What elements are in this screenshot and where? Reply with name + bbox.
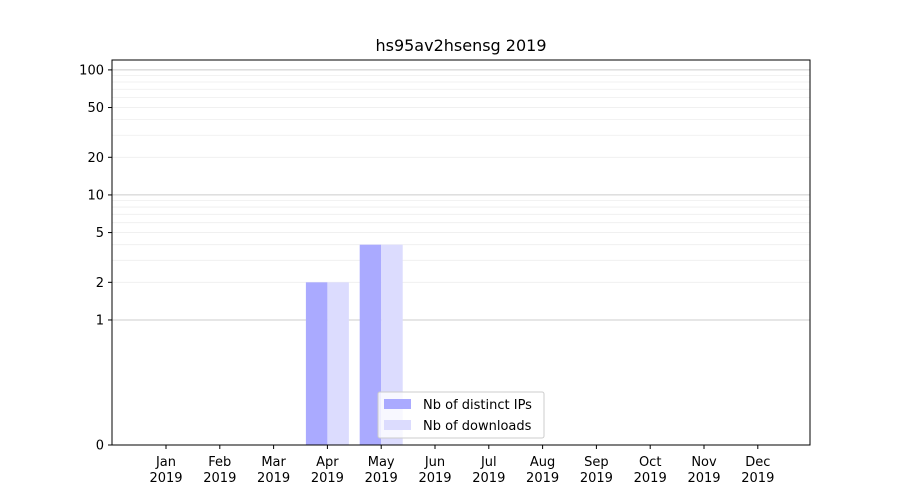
x-tick-label-month: Apr: [316, 455, 339, 470]
y-tick-label: 50: [87, 101, 104, 116]
x-tick-label-month: May: [368, 455, 395, 470]
x-tick-label-year: 2019: [687, 471, 720, 486]
y-tick-label: 1: [96, 313, 104, 328]
axes: 0125102050100Jan2019Feb2019Mar2019Apr201…: [79, 63, 774, 486]
x-tick-label-month: Mar: [261, 455, 286, 470]
bar-distinct-ips-apr: [305, 282, 328, 445]
x-tick-label-month: Sep: [584, 455, 609, 470]
x-tick-label-month: Nov: [691, 455, 717, 470]
x-tick-label-year: 2019: [526, 471, 559, 486]
y-tick-label: 100: [79, 63, 104, 78]
y-tick-label: 2: [96, 276, 104, 291]
legend-label-distinct-ips: Nb of distinct IPs: [423, 398, 532, 413]
x-tick-label-year: 2019: [311, 471, 344, 486]
legend-label-downloads: Nb of downloads: [423, 419, 532, 434]
x-tick-label-month: Feb: [208, 455, 231, 470]
legend-box: [377, 391, 545, 439]
bar-distinct-ips-may: [359, 244, 382, 445]
y-tick-label: 5: [96, 226, 104, 241]
x-tick-label-month: Aug: [530, 455, 555, 470]
chart-title: hs95av2hsensg 2019: [375, 36, 546, 55]
x-tick-label-year: 2019: [418, 471, 451, 486]
x-tick-label-month: Jul: [480, 455, 497, 470]
legend-swatch-downloads: [384, 420, 411, 430]
x-tick-label-year: 2019: [257, 471, 290, 486]
x-tick-label-year: 2019: [472, 471, 505, 486]
x-tick-label-month: Jan: [155, 455, 176, 470]
bars: [305, 244, 403, 445]
x-tick-label-year: 2019: [365, 471, 398, 486]
x-tick-label-month: Oct: [639, 455, 661, 470]
bar-downloads-apr: [327, 282, 349, 445]
x-tick-label-month: Jun: [424, 455, 445, 470]
x-tick-label-year: 2019: [203, 471, 236, 486]
x-tick-label-year: 2019: [580, 471, 613, 486]
grid: [112, 69, 810, 321]
y-tick-label: 20: [87, 151, 104, 166]
legend-swatch-distinct-ips: [384, 399, 411, 409]
x-tick-label-month: Dec: [745, 455, 770, 470]
y-tick-label: 10: [87, 188, 104, 203]
y-tick-label: 0: [96, 439, 104, 454]
plot-frame: [111, 59, 811, 446]
x-tick-label-year: 2019: [634, 471, 667, 486]
x-tick-label-year: 2019: [741, 471, 774, 486]
legend: Nb of distinct IPs Nb of downloads: [377, 391, 545, 439]
x-tick-label-year: 2019: [149, 471, 182, 486]
